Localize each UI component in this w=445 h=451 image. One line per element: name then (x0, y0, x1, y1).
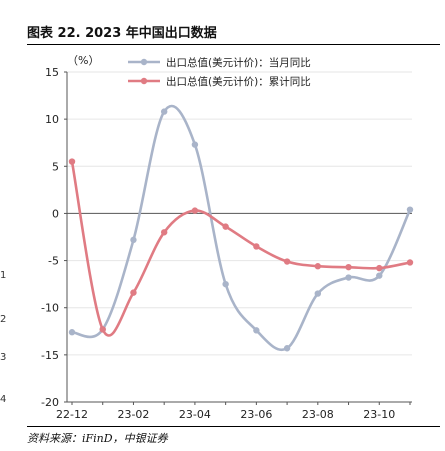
source-note: 资料来源：iFinD，中银证券 (27, 432, 168, 445)
series-1-point (191, 141, 199, 148)
series-1-point (253, 327, 260, 334)
legend-marker-2 (140, 77, 148, 85)
x-tick-label: 23-06 (240, 408, 272, 421)
legend-label-2: 出口总值(美元计价)：累计同比 (166, 75, 311, 88)
series-layer (68, 104, 414, 352)
series-2-point (253, 243, 260, 250)
series-2-point (406, 259, 414, 266)
edge-mark: 2 (0, 314, 7, 325)
title-rule (27, 44, 440, 45)
series-2-point (345, 263, 352, 271)
series-1-point (160, 108, 168, 115)
series-1-point (376, 272, 383, 279)
series-2-point (160, 229, 168, 236)
chart-title: 图表 22. 2023 年中国出口数据 (27, 26, 217, 41)
series-2-point (376, 264, 383, 272)
series-2-point (222, 223, 229, 230)
edge-mark: 4 (0, 394, 7, 405)
series-2-point (99, 326, 106, 333)
x-tick-label: 22-12 (56, 408, 88, 421)
legend-label-1: 出口总值(美元计价)：当月同比 (166, 56, 311, 69)
series-1-point (283, 345, 291, 352)
unit-label: （%） (67, 54, 99, 67)
y-tick-label: 5 (52, 160, 59, 173)
series-2-point (283, 258, 291, 265)
series-1-point (68, 329, 76, 336)
edge-mark: 1 (0, 270, 7, 281)
footer-rule (27, 426, 440, 427)
x-tick-label: 23-04 (179, 408, 211, 421)
series-2-point (130, 289, 137, 296)
x-tick-label: 23-02 (117, 408, 149, 421)
series-1-point (130, 236, 137, 244)
series-2-point (68, 158, 76, 165)
y-tick-label: 10 (45, 113, 59, 126)
series-line-2 (70, 161, 411, 337)
series-1-point (345, 274, 352, 281)
series-2-point (314, 263, 322, 270)
y-tick-label: -15 (41, 349, 59, 362)
series-1-point (314, 290, 322, 297)
y-tick-label: -5 (48, 255, 59, 268)
series-1-point (222, 280, 229, 288)
legend-marker-1 (140, 58, 148, 66)
y-tick-label: 15 (45, 66, 59, 79)
x-tick-label: 23-10 (363, 408, 395, 421)
axis-layer: 15 10 5 0 -5 -10 -15 -20 （%） 22-12 23-02 23-04 23-06… (41, 54, 412, 421)
series-2-point (191, 207, 199, 214)
series-1-point (406, 206, 414, 213)
y-tick-label: 0 (52, 207, 59, 220)
edge-mark: 3 (0, 352, 7, 363)
y-tick-label: -10 (41, 302, 59, 315)
x-tick-label: 23-08 (302, 408, 334, 421)
y-tick-label: -20 (41, 396, 59, 409)
